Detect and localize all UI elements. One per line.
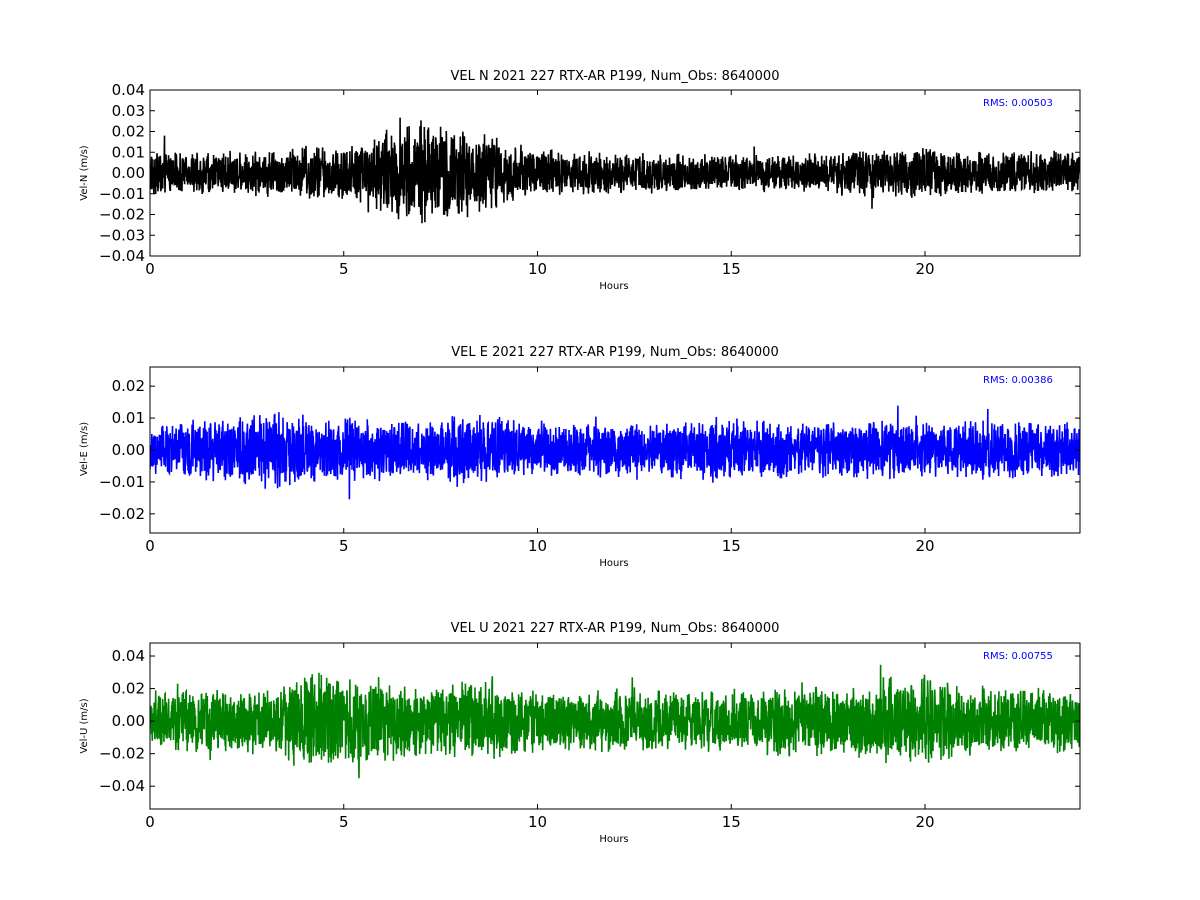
x-axis-label: Hours bbox=[599, 558, 628, 569]
axes-frame bbox=[149, 642, 1081, 810]
panel-vel-u: VEL U 2021 227 RTX-AR P199, Num_Obs: 864… bbox=[79, 621, 1081, 845]
x-tick-label: 10 bbox=[528, 537, 547, 555]
x-tick-label: 20 bbox=[915, 813, 934, 831]
panel-vel-e: VEL E 2021 227 RTX-AR P199, Num_Obs: 864… bbox=[79, 345, 1081, 569]
y-tick-label: 0.03 bbox=[112, 102, 145, 120]
series-line bbox=[150, 117, 1080, 224]
chart-title: VEL N 2021 227 RTX-AR P199, Num_Obs: 864… bbox=[451, 69, 780, 84]
y-tick-label: 0.02 bbox=[112, 680, 145, 698]
panel-vel-n: VEL N 2021 227 RTX-AR P199, Num_Obs: 864… bbox=[79, 69, 1081, 292]
x-tick-label: 20 bbox=[915, 260, 934, 278]
rms-annotation: RMS: 0.00503 bbox=[983, 98, 1053, 109]
y-tick-label: −0.04 bbox=[99, 777, 145, 795]
y-tick-label: 0.00 bbox=[112, 441, 145, 459]
y-axis-label: Vel-E (m/s) bbox=[79, 422, 90, 476]
x-tick-label: 15 bbox=[722, 260, 741, 278]
rms-annotation: RMS: 0.00386 bbox=[983, 375, 1053, 386]
x-tick-label: 0 bbox=[145, 537, 155, 555]
y-tick-label: −0.02 bbox=[99, 206, 145, 224]
y-tick-label: −0.04 bbox=[99, 247, 145, 265]
x-tick-label: 20 bbox=[915, 537, 934, 555]
y-tick-label: 0.02 bbox=[112, 123, 145, 141]
x-tick-label: 0 bbox=[145, 260, 155, 278]
x-axis-label: Hours bbox=[599, 834, 628, 845]
y-tick-label: 0.01 bbox=[112, 409, 145, 427]
y-tick-label: 0.02 bbox=[112, 377, 145, 395]
y-tick-label: −0.01 bbox=[99, 473, 145, 491]
x-tick-label: 15 bbox=[722, 813, 741, 831]
chart-title: VEL U 2021 227 RTX-AR P199, Num_Obs: 864… bbox=[451, 621, 780, 636]
y-tick-label: 0.00 bbox=[112, 712, 145, 730]
rms-annotation: RMS: 0.00755 bbox=[983, 651, 1053, 662]
series-line bbox=[150, 664, 1080, 779]
y-tick-label: −0.03 bbox=[99, 226, 145, 244]
y-tick-label: 0.01 bbox=[112, 143, 145, 161]
x-tick-label: 0 bbox=[145, 813, 155, 831]
y-axis-label: Vel-U (m/s) bbox=[79, 698, 90, 753]
x-tick-label: 10 bbox=[528, 813, 547, 831]
y-tick-label: −0.02 bbox=[99, 505, 145, 523]
y-tick-label: −0.01 bbox=[99, 185, 145, 203]
x-tick-label: 5 bbox=[339, 537, 349, 555]
x-axis-label: Hours bbox=[599, 281, 628, 292]
y-tick-label: 0.04 bbox=[112, 647, 145, 665]
x-tick-label: 10 bbox=[528, 260, 547, 278]
y-axis-label: Vel-N (m/s) bbox=[79, 145, 90, 200]
series-line bbox=[150, 405, 1080, 500]
x-tick-label: 5 bbox=[339, 260, 349, 278]
chart-title: VEL E 2021 227 RTX-AR P199, Num_Obs: 864… bbox=[451, 345, 778, 360]
y-tick-label: 0.04 bbox=[112, 81, 145, 99]
y-tick-label: −0.02 bbox=[99, 745, 145, 763]
y-tick-label: 0.00 bbox=[112, 164, 145, 182]
x-tick-label: 15 bbox=[722, 537, 741, 555]
x-tick-label: 5 bbox=[339, 813, 349, 831]
